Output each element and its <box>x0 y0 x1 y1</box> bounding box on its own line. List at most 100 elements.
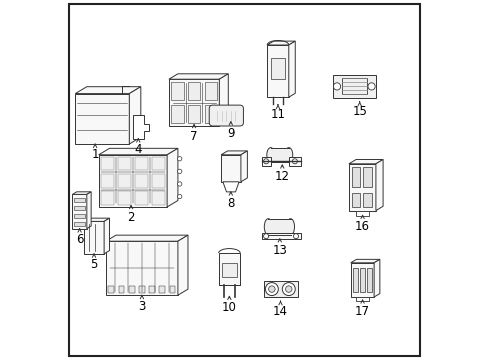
Circle shape <box>265 283 278 296</box>
Text: 12: 12 <box>274 170 289 183</box>
Bar <box>151 174 165 188</box>
Bar <box>74 222 85 226</box>
Polygon shape <box>168 79 219 126</box>
Polygon shape <box>129 87 141 144</box>
Circle shape <box>263 234 268 239</box>
Bar <box>128 286 134 293</box>
Ellipse shape <box>264 219 272 235</box>
Bar <box>101 174 114 188</box>
Text: 5: 5 <box>90 258 98 271</box>
Text: 13: 13 <box>272 244 286 257</box>
Circle shape <box>282 283 295 296</box>
Text: 15: 15 <box>351 105 366 118</box>
Text: 7: 7 <box>190 130 198 143</box>
Circle shape <box>177 157 182 161</box>
Circle shape <box>293 234 298 239</box>
Polygon shape <box>266 45 288 97</box>
Text: 14: 14 <box>272 305 287 318</box>
Bar <box>159 286 165 293</box>
Text: 17: 17 <box>354 305 369 318</box>
Circle shape <box>177 182 182 186</box>
Polygon shape <box>87 192 91 229</box>
Bar <box>222 263 236 277</box>
Bar <box>351 167 360 187</box>
Ellipse shape <box>266 148 274 162</box>
Bar <box>341 78 366 94</box>
Text: 16: 16 <box>354 220 369 233</box>
Text: 11: 11 <box>270 108 285 121</box>
Bar <box>268 219 290 235</box>
Bar <box>288 157 301 166</box>
Bar <box>74 214 85 218</box>
Text: 6: 6 <box>76 233 83 246</box>
Polygon shape <box>72 192 91 194</box>
Text: 9: 9 <box>226 127 234 140</box>
Polygon shape <box>106 235 187 241</box>
Polygon shape <box>133 115 149 139</box>
Bar <box>171 82 183 100</box>
Polygon shape <box>72 194 87 229</box>
Bar <box>139 286 144 293</box>
Bar <box>218 253 240 285</box>
Bar <box>204 82 217 100</box>
Polygon shape <box>84 221 104 254</box>
Circle shape <box>285 286 291 292</box>
Text: 3: 3 <box>138 300 145 312</box>
Polygon shape <box>288 41 295 97</box>
Polygon shape <box>348 164 375 211</box>
Bar <box>151 192 165 205</box>
Polygon shape <box>106 241 178 295</box>
Polygon shape <box>266 41 295 45</box>
Polygon shape <box>221 151 247 155</box>
Bar <box>332 75 375 98</box>
Bar <box>134 174 148 188</box>
Bar <box>117 192 131 205</box>
Polygon shape <box>355 211 368 216</box>
Circle shape <box>367 83 374 90</box>
Polygon shape <box>223 182 239 192</box>
Bar <box>363 193 371 207</box>
Bar <box>149 286 155 293</box>
Bar <box>363 167 371 187</box>
Polygon shape <box>348 159 382 164</box>
Polygon shape <box>104 218 109 254</box>
Polygon shape <box>168 74 228 79</box>
Bar <box>117 157 131 170</box>
Polygon shape <box>219 74 228 126</box>
Polygon shape <box>75 87 141 94</box>
Bar <box>187 105 200 123</box>
Polygon shape <box>373 259 379 297</box>
Bar <box>101 192 114 205</box>
Bar <box>270 148 288 162</box>
Polygon shape <box>84 218 109 221</box>
Polygon shape <box>241 151 247 182</box>
Bar <box>359 268 364 292</box>
Ellipse shape <box>284 148 292 162</box>
FancyBboxPatch shape <box>209 105 243 126</box>
Bar <box>263 281 297 297</box>
Circle shape <box>268 286 275 292</box>
Polygon shape <box>167 148 178 207</box>
Bar <box>119 286 124 293</box>
Text: 10: 10 <box>222 301 236 314</box>
Polygon shape <box>75 94 129 144</box>
Bar <box>117 174 131 188</box>
Polygon shape <box>178 235 187 295</box>
Bar <box>366 268 371 292</box>
Text: 2: 2 <box>127 211 135 224</box>
Polygon shape <box>99 155 167 207</box>
Bar <box>134 192 148 205</box>
Circle shape <box>177 194 182 199</box>
Circle shape <box>292 159 297 164</box>
Bar <box>108 286 114 293</box>
Bar <box>134 157 148 170</box>
Text: 1: 1 <box>91 148 99 161</box>
Bar <box>169 286 175 293</box>
Polygon shape <box>350 263 373 297</box>
Bar <box>355 297 368 301</box>
Circle shape <box>333 83 340 90</box>
Bar <box>74 206 85 210</box>
Ellipse shape <box>286 219 294 235</box>
Bar <box>101 157 114 170</box>
Circle shape <box>177 169 182 174</box>
